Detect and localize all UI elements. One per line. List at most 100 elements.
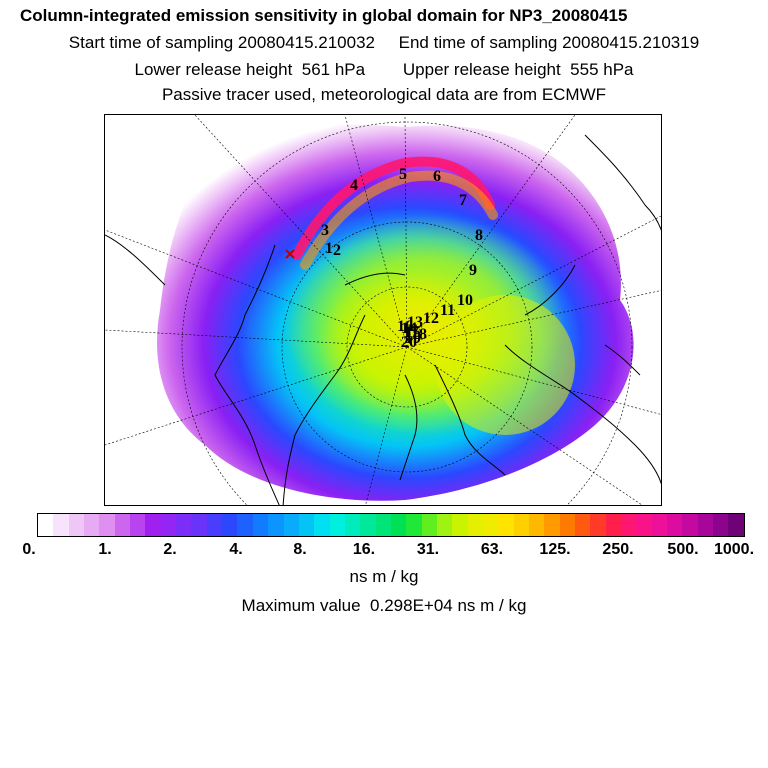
colorbar-swatch: [590, 514, 606, 536]
meridian-line: [406, 346, 661, 415]
colorbar-tick-label: 0.: [22, 541, 36, 558]
colorbar-swatch: [268, 514, 284, 536]
trajectory-label: 5: [399, 166, 407, 183]
meridian-line: [194, 115, 408, 348]
colorbar-tick-label: 16.: [352, 541, 376, 558]
colorbar-swatch: [329, 514, 345, 536]
colorbar-swatch: [682, 514, 698, 536]
colorbar-tick-label: 125.: [539, 541, 571, 558]
trajectory-label: 6: [433, 168, 441, 185]
colorbar-swatch: [452, 514, 468, 536]
coastline: [434, 364, 506, 476]
colorbar-tick-label: 8.: [293, 541, 307, 558]
colorbar-swatch: [529, 514, 545, 536]
colorbar-swatch: [697, 514, 714, 536]
coastline: [524, 264, 576, 316]
coastline: [604, 344, 641, 376]
colorbar-swatch: [191, 514, 207, 536]
colorbar-swatch: [84, 514, 100, 536]
colorbar-swatch: [114, 514, 131, 536]
trajectory-label: 4: [350, 177, 358, 194]
trajectory-label: 19: [405, 330, 421, 347]
colorbar-swatch: [651, 514, 668, 536]
colorbar-swatch: [38, 514, 54, 536]
colorbar-swatch: [252, 514, 269, 536]
trajectory-label: 15: [405, 324, 421, 341]
trajectory-label: 16: [397, 318, 413, 335]
trajectory-plume: [292, 156, 495, 260]
colorbar-swatch: [621, 514, 637, 536]
latitude-circle: [281, 221, 533, 473]
trajectory-label: 2: [333, 242, 341, 259]
colorbar-swatch: [68, 514, 85, 536]
trajectory-label: 14: [401, 320, 417, 337]
sampling-time-line: Start time of sampling 20080415.210032 E…: [68, 33, 700, 52]
colorbar-swatch: [421, 514, 437, 536]
colorbar-swatch: [99, 514, 115, 536]
colorbar-swatch: [176, 514, 192, 536]
colorbar-tick-label: 63.: [480, 541, 504, 558]
latitude-circle: [181, 121, 633, 505]
colorbar-swatch: [130, 514, 146, 536]
coastline: [344, 272, 406, 286]
colorbar-swatch: [498, 514, 514, 536]
colorbar-swatch: [406, 514, 422, 536]
coastline: [105, 234, 166, 286]
coastline: [399, 374, 418, 481]
trajectory-label: 9: [469, 262, 477, 279]
colorbar-swatch: [513, 514, 529, 536]
latitude-circle: [346, 286, 468, 408]
colorbar-swatch: [482, 514, 499, 536]
coastline: [584, 134, 661, 231]
trajectory-label: 20: [401, 334, 417, 351]
trajectory-label: 8: [475, 227, 483, 244]
colorbar-tick-label: 2.: [163, 541, 177, 558]
colorbar-tick-labels: 0. 1. 2. 4. 8. 16. 31. 63. 125. 250. 500. 1000.: [0, 541, 768, 561]
colorbar-swatch: [360, 514, 376, 536]
colorbar-swatch: [575, 514, 591, 536]
trajectory-label: 11: [440, 302, 455, 319]
colorbar-swatch: [390, 514, 407, 536]
colorbar-swatch: [667, 514, 683, 536]
colorbar-tick-label: 4.: [229, 541, 243, 558]
colorbar-swatch: [559, 514, 576, 536]
colorbar-swatch: [53, 514, 69, 536]
colorbar-swatch: [206, 514, 223, 536]
max-value-label: Maximum value 0.298E+04 ns m / kg: [241, 596, 527, 615]
trajectory-label: 7: [459, 192, 467, 209]
trajectory-plume-outer: [300, 170, 498, 270]
colorbar-tick-label: 250.: [602, 541, 634, 558]
trajectory-label: 18: [411, 326, 427, 343]
tracer-info-line: Passive tracer used, meteorological data…: [161, 85, 607, 104]
colorbar-swatch: [344, 514, 361, 536]
colorbar-swatch: [314, 514, 330, 536]
meridian-line: [105, 346, 408, 446]
release-height-line: Lower release height 561 hPa Upper relea…: [134, 60, 634, 79]
colorbar-swatch: [436, 514, 453, 536]
colorbar-swatch: [544, 514, 560, 536]
colorbar-tick-label: 500.: [667, 541, 699, 558]
trajectory-label: 17: [403, 324, 419, 341]
release-point-marker: [285, 249, 295, 259]
coastlines: [105, 134, 661, 505]
colorbar-unit: ns m / kg: [349, 567, 419, 586]
coastline: [214, 244, 280, 505]
trajectory-label: 13: [407, 314, 423, 331]
colorbar-swatch: [283, 514, 299, 536]
yellow-east-patch: [435, 295, 575, 435]
colorbar-swatch: [728, 514, 744, 536]
colorbar-tick-label: 1000.: [713, 541, 755, 558]
coastline: [282, 314, 366, 505]
meridian-line: [365, 346, 408, 505]
meridian-line: [344, 115, 408, 348]
figure-title: Column-integrated emission sensitivity i…: [20, 6, 628, 25]
colorbar-swatch: [605, 514, 622, 536]
colorbar-swatch: [145, 514, 161, 536]
graticule: [105, 115, 661, 505]
colorbar-tick-label: 31.: [416, 541, 440, 558]
colorbar-swatch: [237, 514, 253, 536]
colorbar-swatch: [375, 514, 391, 536]
colorbar-tick-label: 1.: [98, 541, 112, 558]
